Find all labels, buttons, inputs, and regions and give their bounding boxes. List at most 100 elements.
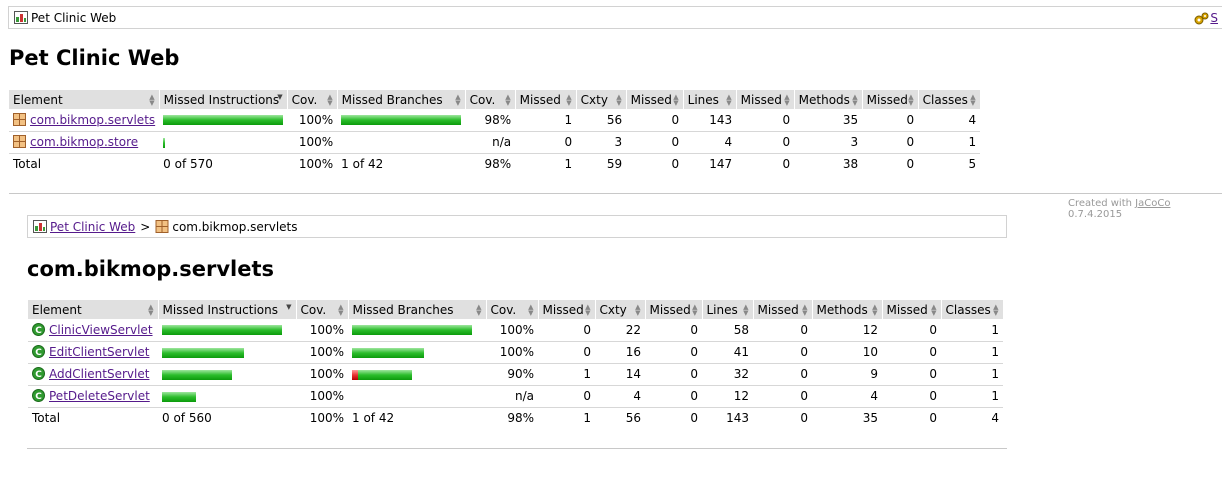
column-header-label: Missed (630, 92, 672, 107)
total-methods: 35 (862, 411, 878, 426)
column-header-2[interactable]: Cov. ▲ ▼ (296, 300, 349, 319)
instruction-bar-cell (158, 341, 296, 364)
column-header-2[interactable]: Cov. ▲ ▼ (287, 90, 338, 109)
column-header-1[interactable]: Missed Instructions ▼ (159, 90, 288, 109)
sort-both-icon: ▲ ▼ (726, 93, 732, 107)
methods-cell: 3 (794, 131, 863, 154)
column-header-3[interactable]: Missed Branches ▲ ▼ (348, 300, 487, 319)
branch-bar-cell (348, 385, 486, 408)
column-header-6[interactable]: Cxty ▲ ▼ (576, 90, 627, 109)
methods-cell: 12 (812, 319, 882, 342)
element-link[interactable]: AddClientServlet (49, 367, 150, 381)
column-header-5[interactable]: Missed ▲ ▼ (515, 90, 577, 109)
branch-coverage: 100% (486, 341, 538, 364)
total-instruction-coverage: 100% (298, 157, 334, 172)
column-header-6[interactable]: Cxty ▲ ▼ (595, 300, 646, 319)
class-icon: C (32, 367, 45, 380)
lines-cell: 12 (702, 385, 753, 408)
missed-cxty-cell: 1 (538, 363, 595, 386)
total-cxty: 59 (606, 157, 623, 172)
column-header-label: Element (32, 302, 82, 317)
column-header-label: Lines (706, 302, 738, 317)
column-header-label: Missed (519, 92, 561, 107)
column-header-0[interactable]: Element ▲ ▼ (28, 300, 159, 319)
missed-classes-cell: 0 (882, 319, 941, 342)
total-instructions: 0 of 560 (162, 411, 212, 426)
sort-both-icon: ▲ ▼ (505, 93, 511, 107)
column-header-10[interactable]: Methods ▲ ▼ (794, 90, 863, 109)
missed-cxty-cell: 0 (538, 385, 595, 408)
column-header-11[interactable]: Missed ▲ ▼ (882, 300, 942, 319)
divider (27, 448, 1007, 449)
package-icon (13, 135, 26, 148)
total-row: Total 0 of 560 100% 1 of 42 98% 1 56 0 143 0 35 0 4 (28, 407, 1003, 429)
total-cxty: 56 (625, 411, 641, 426)
column-header-9[interactable]: Missed ▲ ▼ (753, 300, 813, 319)
sort-both-icon: ▲ ▼ (635, 303, 641, 317)
column-header-0[interactable]: Element ▲ ▼ (9, 90, 160, 109)
package-icon (155, 220, 169, 233)
column-header-12[interactable]: Classes ▲ ▼ (941, 300, 1004, 319)
instruction-coverage: 100% (296, 341, 348, 364)
missed-methods-cell: 0 (736, 109, 795, 132)
svg-text:C: C (35, 326, 42, 336)
element-link[interactable]: PetDeleteServlet (49, 389, 150, 403)
sessions-link[interactable]: S (1194, 11, 1218, 25)
column-header-11[interactable]: Missed ▲ ▼ (862, 90, 919, 109)
element-link[interactable]: com.bikmop.store (30, 135, 139, 149)
branch-bar-cell (337, 109, 466, 132)
column-header-7[interactable]: Missed ▲ ▼ (645, 300, 703, 319)
column-header-8[interactable]: Lines ▲ ▼ (702, 300, 754, 319)
lines-cell: 58 (702, 319, 753, 342)
breadcrumb-root-link[interactable]: Pet Clinic Web (50, 219, 136, 234)
instruction-coverage-bar (162, 369, 232, 380)
column-header-label: Lines (687, 92, 719, 107)
jacoco-link[interactable]: JaCoCo (1135, 198, 1171, 209)
column-header-9[interactable]: Missed ▲ ▼ (736, 90, 795, 109)
column-header-label: Classes (945, 302, 991, 317)
total-label: Total (32, 411, 61, 426)
footer: Created with JaCoCo 0.7.4.2015 (1068, 198, 1222, 220)
column-header-7[interactable]: Missed ▲ ▼ (626, 90, 684, 109)
column-header-label: Element (13, 92, 63, 107)
missed-cxty-cell: 1 (515, 109, 577, 132)
element-link[interactable]: ClinicViewServlet (49, 322, 153, 337)
element-cell: com.bikmop.store (9, 131, 160, 154)
total-lines: 147 (709, 157, 733, 172)
column-header-8[interactable]: Lines ▲ ▼ (683, 90, 737, 109)
column-header-12[interactable]: Classes ▲ ▼ (918, 90, 981, 109)
class-icon: C (32, 322, 45, 336)
sessions-link-label[interactable]: S (1210, 11, 1218, 25)
column-header-5[interactable]: Missed ▲ ▼ (538, 300, 596, 319)
table-row: C AddClientServlet 100% 90% 1 14 0 32 0 9 0 1 (28, 363, 1003, 386)
column-header-4[interactable]: Cov. ▲ ▼ (486, 300, 539, 319)
svg-text:C: C (35, 370, 42, 380)
session-icon (1194, 12, 1209, 24)
missed-lines-cell: 0 (645, 363, 702, 386)
element-link[interactable]: com.bikmop.servlets (30, 112, 156, 127)
missed-lines-cell: 0 (645, 319, 702, 342)
column-header-4[interactable]: Cov. ▲ ▼ (465, 90, 516, 109)
column-header-10[interactable]: Methods ▲ ▼ (812, 300, 883, 319)
sort-both-icon: ▲ ▼ (455, 93, 461, 107)
element-link[interactable]: EditClientServlet (49, 345, 150, 359)
table-header-row: Element ▲ ▼ Missed Instructions ▼ Cov. ▲ ▼ Misse… (9, 90, 981, 109)
element-cell: C AddClientServlet (28, 363, 158, 386)
sort-both-icon: ▲ ▼ (673, 93, 679, 107)
sort-both-icon: ▲ ▼ (931, 303, 937, 317)
classes-cell: 1 (941, 385, 1003, 408)
column-header-1[interactable]: Missed Instructions ▼ (158, 300, 297, 319)
cxty-cell: 3 (576, 131, 627, 154)
table-row: C PetDeleteServlet 100% n/a 0 4 0 12 0 4 0 1 (28, 385, 1003, 408)
missed-methods-cell: 0 (753, 363, 812, 386)
column-header-label: Missed Instructions (163, 92, 280, 107)
methods-cell: 9 (812, 363, 882, 386)
sort-both-icon: ▲ ▼ (993, 303, 999, 317)
column-header-3[interactable]: Missed Branches ▲ ▼ (337, 90, 466, 109)
missed-classes-cell: 0 (882, 385, 941, 408)
column-header-label: Missed (886, 302, 928, 317)
sort-both-icon: ▲ ▼ (970, 93, 976, 107)
total-methods: 38 (842, 157, 859, 172)
sort-both-icon: ▲ ▼ (908, 93, 914, 107)
sort-both-icon: ▲ ▼ (784, 93, 790, 107)
